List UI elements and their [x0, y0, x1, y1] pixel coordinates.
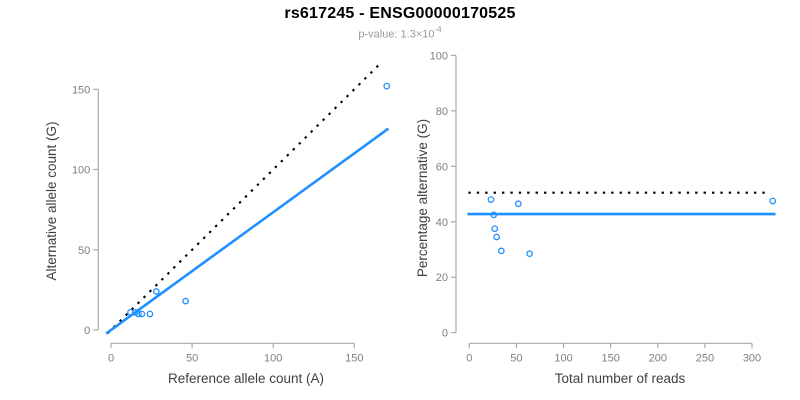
data-point — [383, 82, 391, 90]
y-axis-title: Alternative allele count (G) — [44, 121, 59, 280]
x-axis-title: Total number of reads — [555, 371, 686, 386]
fit-line — [105, 127, 390, 335]
data-points — [127, 82, 391, 318]
x-tick-label: 300 — [743, 352, 761, 364]
identity-line — [107, 62, 381, 334]
data-point — [491, 225, 499, 233]
y-tick-label: 100 — [430, 50, 448, 62]
y-tick-label: 80 — [436, 106, 448, 118]
y-tick-label: 40 — [436, 217, 448, 229]
pvalue-exponent: -4 — [434, 25, 442, 34]
x-tick-label: 100 — [554, 352, 572, 364]
y-tick-label: 100 — [72, 165, 90, 177]
data-points — [487, 196, 777, 258]
percentage-alternative-plot: 0 50 100 150 200 250 300 0 20 40 60 80 100 Total numb… — [415, 50, 777, 386]
pvalue-text: p-value: 1.3×10 — [358, 28, 435, 41]
y-tick-label: 150 — [72, 84, 90, 96]
figure-title: rs617245 - ENSG00000170525 — [284, 5, 516, 22]
data-point — [526, 250, 533, 258]
x-tick-label: 50 — [510, 352, 522, 364]
x-tick-label: 100 — [264, 352, 282, 364]
y-tick-label: 50 — [78, 245, 90, 257]
x-tick-label: 0 — [466, 352, 472, 364]
x-tick-label: 0 — [108, 352, 114, 364]
x-axis: 0 50 100 150 200 250 300 — [466, 342, 761, 364]
data-point — [146, 310, 154, 318]
data-point — [514, 200, 522, 208]
data-point — [131, 308, 139, 316]
y-axis-title: Percentage alternative (G) — [415, 119, 430, 277]
y-tick-label: 60 — [436, 161, 448, 173]
data-point — [182, 297, 189, 305]
x-axis-title: Reference allele count (A) — [168, 371, 324, 386]
data-point — [135, 310, 142, 318]
data-point — [153, 288, 160, 295]
data-point — [487, 196, 495, 203]
x-tick-label: 250 — [696, 352, 714, 364]
y-axis: 0 20 40 60 80 100 — [430, 50, 457, 340]
pvalue-subtitle: p-value: 1.3×10-4 — [0, 25, 800, 41]
x-tick-label: 200 — [649, 352, 667, 364]
x-tick-label: 50 — [186, 352, 198, 364]
y-tick-label: 20 — [436, 272, 448, 284]
data-point — [769, 197, 777, 205]
x-tick-label: 150 — [601, 352, 619, 364]
data-point — [138, 310, 146, 318]
allele-counts-plot: 0 50 100 150 0 50 100 150 Reference allele count… — [44, 62, 391, 386]
data-point — [490, 211, 498, 219]
data-point — [497, 247, 505, 255]
y-axis: 0 50 100 150 — [72, 84, 99, 337]
x-tick-label: 150 — [345, 352, 363, 364]
data-point — [493, 233, 500, 241]
y-tick-label: 0 — [84, 325, 90, 337]
x-axis: 0 50 100 150 — [108, 342, 363, 364]
y-tick-label: 0 — [442, 328, 448, 340]
